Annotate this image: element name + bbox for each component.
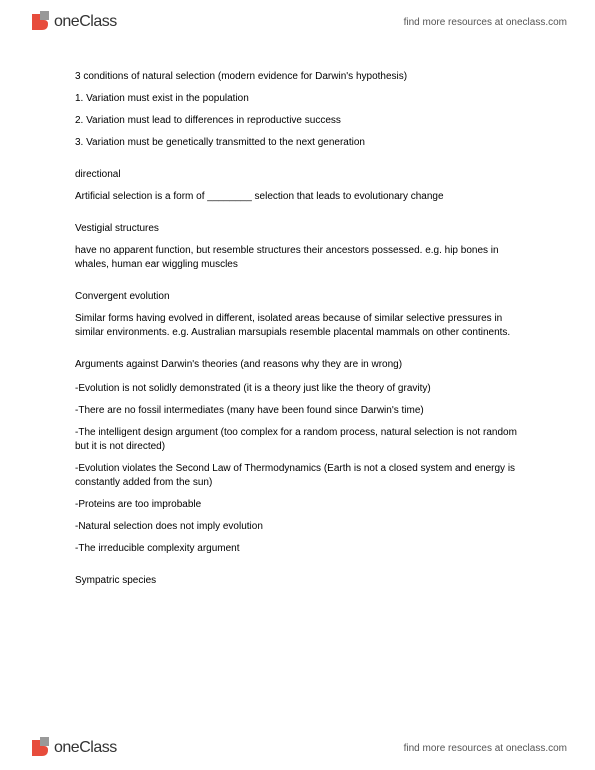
section-title: 3 conditions of natural selection (moder… xyxy=(75,70,520,84)
logo-text: oneClass xyxy=(54,739,117,757)
body-text: Similar forms having evolved in differen… xyxy=(75,312,520,340)
section-title: Arguments against Darwin's theories (and… xyxy=(75,358,520,372)
list-item: -There are no fossil intermediates (many… xyxy=(75,404,520,418)
document-content: 3 conditions of natural selection (moder… xyxy=(0,40,595,588)
section-sympatric: Sympatric species xyxy=(75,574,520,588)
list-item: 3. Variation must be genetically transmi… xyxy=(75,136,520,150)
body-text: have no apparent function, but resemble … xyxy=(75,244,520,272)
section-conditions: 3 conditions of natural selection (moder… xyxy=(75,70,520,150)
section-title: Convergent evolution xyxy=(75,290,520,304)
list-item: -Natural selection does not imply evolut… xyxy=(75,520,520,534)
logo-icon xyxy=(28,736,52,760)
brand-logo-footer[interactable]: oneClass xyxy=(28,736,117,760)
page-header: oneClass find more resources at oneclass… xyxy=(0,0,595,40)
list-item: -The intelligent design argument (too co… xyxy=(75,426,520,454)
footer-resources-link[interactable]: find more resources at oneclass.com xyxy=(404,743,567,754)
section-arguments: Arguments against Darwin's theories (and… xyxy=(75,358,520,556)
logo-text-class: Class xyxy=(79,13,117,30)
list-item: 1. Variation must exist in the populatio… xyxy=(75,92,520,106)
logo-icon xyxy=(28,10,52,34)
list-item: -Proteins are too improbable xyxy=(75,498,520,512)
section-title: directional xyxy=(75,168,520,182)
section-title: Vestigial structures xyxy=(75,222,520,236)
logo-text-one: one xyxy=(54,739,79,756)
body-text: Artificial selection is a form of ______… xyxy=(75,190,520,204)
brand-logo[interactable]: oneClass xyxy=(28,10,117,34)
section-title: Sympatric species xyxy=(75,574,520,588)
logo-text-one: one xyxy=(54,13,79,30)
list-item: -Evolution is not solidly demonstrated (… xyxy=(75,382,520,396)
header-resources-link[interactable]: find more resources at oneclass.com xyxy=(404,17,567,28)
page-footer: oneClass find more resources at oneclass… xyxy=(0,730,595,770)
list-item: -The irreducible complexity argument xyxy=(75,542,520,556)
logo-text: oneClass xyxy=(54,13,117,31)
logo-text-class: Class xyxy=(79,739,117,756)
list-item: -Evolution violates the Second Law of Th… xyxy=(75,462,520,490)
section-convergent: Convergent evolution Similar forms havin… xyxy=(75,290,520,340)
section-directional: directional Artificial selection is a fo… xyxy=(75,168,520,204)
list-item: 2. Variation must lead to differences in… xyxy=(75,114,520,128)
section-vestigial: Vestigial structures have no apparent fu… xyxy=(75,222,520,272)
